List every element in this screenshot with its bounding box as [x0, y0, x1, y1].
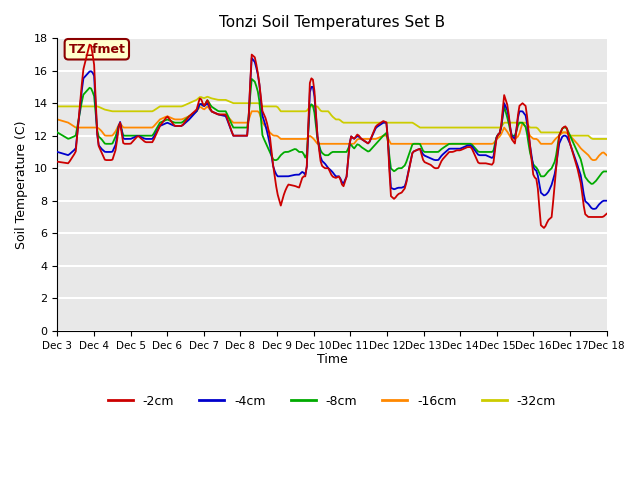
Text: TZ_fmet: TZ_fmet	[68, 43, 125, 56]
Y-axis label: Soil Temperature (C): Soil Temperature (C)	[15, 120, 28, 249]
Title: Tonzi Soil Temperatures Set B: Tonzi Soil Temperatures Set B	[219, 15, 445, 30]
Legend: -2cm, -4cm, -8cm, -16cm, -32cm: -2cm, -4cm, -8cm, -16cm, -32cm	[103, 390, 561, 413]
X-axis label: Time: Time	[317, 353, 348, 366]
